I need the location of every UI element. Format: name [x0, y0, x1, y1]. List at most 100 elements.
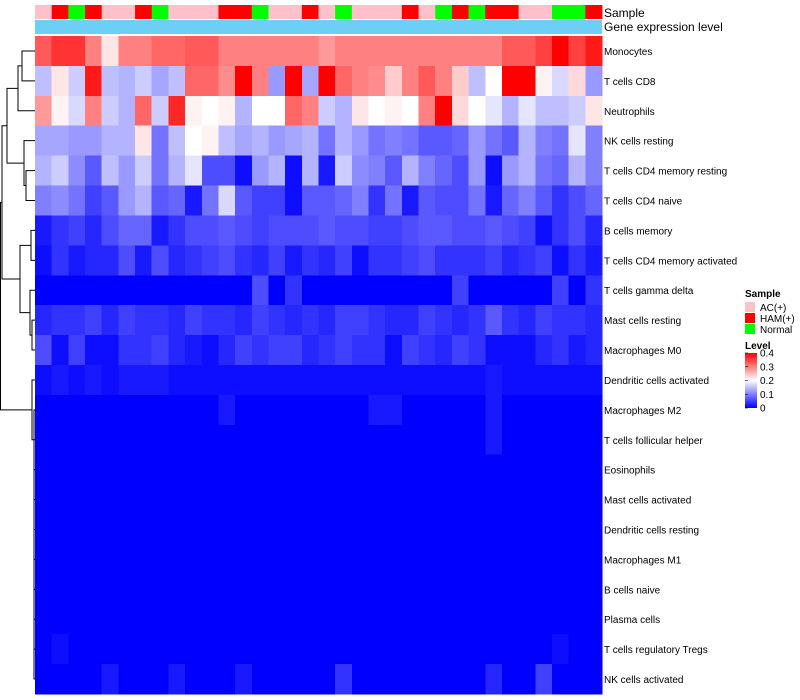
heatmap-cell — [485, 574, 503, 605]
heatmap-cell — [401, 65, 419, 97]
heatmap-cell — [51, 394, 69, 426]
heatmap-cell — [201, 424, 219, 456]
heatmap-cell — [501, 544, 520, 575]
heatmap-cell — [201, 185, 219, 216]
heatmap-cell — [51, 335, 69, 366]
heatmap-cell — [285, 155, 303, 186]
heatmap-cell — [351, 424, 369, 456]
heatmap-cell — [151, 604, 169, 635]
heatmap-cell — [368, 36, 386, 67]
heatmap-cell — [585, 185, 603, 216]
heatmap-cell — [335, 634, 353, 665]
heatmap-cell — [535, 185, 553, 216]
heatmap-cells — [35, 36, 603, 695]
heatmap-cell — [285, 664, 303, 695]
heatmap-cell — [485, 36, 503, 67]
heatmap-cell — [51, 514, 69, 545]
heatmap-cell — [551, 335, 570, 366]
heatmap-cell — [201, 484, 219, 515]
heatmap-cell — [401, 95, 419, 127]
sample-cell — [435, 5, 453, 19]
heatmap-cell — [318, 95, 336, 127]
heatmap-cell — [318, 514, 336, 545]
heatmap-cell — [68, 574, 86, 605]
row-label: T cells regulatory Tregs — [604, 645, 708, 656]
heatmap-cell — [285, 394, 303, 426]
heatmap-cell — [535, 305, 553, 336]
heatmap-cell — [285, 424, 303, 456]
heatmap-cell — [118, 155, 136, 186]
heatmap-cell — [418, 36, 436, 67]
heatmap-cell — [468, 95, 486, 127]
heatmap-cell — [185, 305, 203, 336]
heatmap-cell — [568, 394, 586, 426]
heatmap-cell — [335, 305, 353, 336]
heatmap-cell — [168, 394, 186, 426]
heatmap-cell — [168, 36, 186, 67]
heatmap-cell — [468, 185, 486, 216]
heatmap-cell — [218, 574, 236, 605]
heatmap-cell — [285, 36, 303, 67]
heatmap-cell — [351, 65, 369, 97]
heatmap-cell — [151, 215, 169, 246]
heatmap-cell — [35, 215, 53, 246]
legend-tick-label: 0.2 — [760, 376, 774, 387]
heatmap-cell — [168, 335, 186, 366]
heatmap-cell — [201, 215, 219, 246]
heatmap-cell — [485, 484, 503, 515]
heatmap-cell — [418, 335, 436, 366]
heatmap-cell — [551, 634, 570, 665]
heatmap-cell — [368, 604, 386, 635]
heatmap-cell — [435, 574, 453, 605]
heatmap-cell — [568, 424, 586, 456]
heatmap-cell — [68, 125, 86, 157]
sample-cell — [35, 5, 53, 19]
heatmap-cell — [118, 634, 136, 665]
heatmap-cell — [201, 634, 219, 665]
sample-cell — [168, 5, 186, 19]
sample-cell — [535, 5, 553, 19]
heatmap-cell — [118, 36, 136, 67]
heatmap-cell — [468, 275, 486, 306]
heatmap-cell — [351, 574, 369, 605]
heatmap-cell — [285, 185, 303, 216]
heatmap-cell — [418, 544, 436, 575]
heatmap-cell — [85, 454, 103, 486]
heatmap-cell — [35, 65, 53, 97]
heatmap-cell — [485, 394, 503, 426]
heatmap-cell — [568, 155, 586, 186]
heatmap-cell — [35, 155, 53, 186]
heatmap-cell — [401, 275, 419, 306]
heatmap-cell — [285, 125, 303, 157]
heatmap-cell — [535, 36, 553, 67]
heatmap-cell — [518, 454, 536, 486]
heatmap-cell — [135, 484, 153, 515]
heatmap-cell — [118, 185, 136, 216]
heatmap-cell — [68, 634, 86, 665]
heatmap-cell — [101, 155, 119, 186]
row-labels: Monocytes T cells CD8 Neutrophils NK cells … — [604, 47, 737, 686]
heatmap-cell — [501, 125, 520, 157]
heatmap-cell — [51, 305, 69, 336]
heatmap-cell — [51, 245, 69, 276]
heatmap-cell — [201, 335, 219, 366]
heatmap-cell — [485, 365, 503, 396]
heatmap-cell — [185, 634, 203, 665]
heatmap-cell — [68, 484, 86, 515]
heatmap-cell — [251, 305, 269, 336]
heatmap-cell — [351, 604, 369, 635]
heatmap-cell — [585, 634, 603, 665]
heatmap-cell — [285, 335, 303, 366]
heatmap-cell — [118, 245, 136, 276]
heatmap-cell — [385, 36, 403, 67]
heatmap-cell — [318, 634, 336, 665]
legend-sample-label: Normal — [760, 325, 792, 336]
heatmap-cell — [401, 155, 419, 186]
heatmap-cell — [501, 394, 520, 426]
heatmap-cell — [435, 394, 453, 426]
heatmap-cell — [535, 664, 553, 695]
heatmap-cell — [435, 36, 453, 67]
heatmap-cell — [301, 36, 319, 67]
legend-tick-label: 0.3 — [760, 362, 774, 373]
heatmap-cell — [151, 574, 169, 605]
